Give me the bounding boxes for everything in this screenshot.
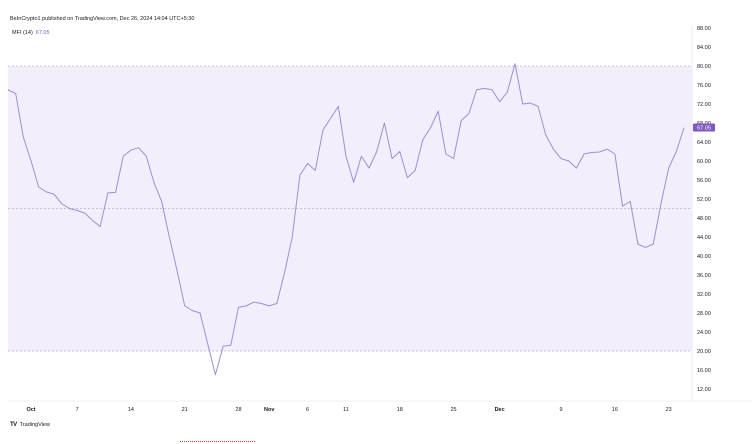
y-tick-label: 28.00 <box>697 311 711 317</box>
mfi-series-line <box>7 63 685 376</box>
x-tick-label: 14 <box>128 407 134 413</box>
x-tick-label: 18 <box>397 407 403 413</box>
footer[interactable]: TV TradingView <box>10 422 50 428</box>
last-value-label: 67.05 <box>697 126 711 132</box>
x-tick-label: Oct <box>26 407 35 413</box>
x-tick-label: 9 <box>560 407 563 413</box>
y-tick-label: 24.00 <box>697 330 711 336</box>
y-tick-label: 60.00 <box>697 159 711 165</box>
indicator-legend[interactable]: MFI (14) 67.05 <box>12 30 50 36</box>
y-tick-label: 32.00 <box>697 292 711 298</box>
indicator-name: MFI (14) <box>12 30 33 36</box>
x-tick-label: 23 <box>666 407 672 413</box>
x-axis[interactable]: Oct 7 14 21 28 Nov 6 11 18 25 Dec 9 16 23 <box>26 407 671 413</box>
y-tick-label: 76.00 <box>697 83 711 89</box>
tradingview-logo-icon: TV <box>10 422 17 428</box>
y-tick-label: 36.00 <box>697 273 711 279</box>
x-tick-label: 28 <box>235 407 241 413</box>
x-tick-label: 6 <box>306 407 309 413</box>
y-tick-label: 40.00 <box>697 254 711 260</box>
x-tick-label: Nov <box>264 407 275 413</box>
y-tick-label: 44.00 <box>697 235 711 241</box>
y-tick-label: 64.00 <box>697 140 711 146</box>
x-tick-label: 21 <box>182 407 188 413</box>
y-tick-label: 16.00 <box>697 368 711 374</box>
y-axis[interactable]: 88.0084.0080.0076.0072.0068.0064.0060.00… <box>697 26 711 393</box>
y-tick-label: 20.00 <box>697 349 711 355</box>
y-tick-label: 72.00 <box>697 102 711 108</box>
publisher-caption: BeInCrypto1 published on TradingView.com… <box>10 16 195 22</box>
y-tick-label: 48.00 <box>697 216 711 222</box>
x-tick-label: Dec <box>495 407 505 413</box>
y-tick-label: 12.00 <box>697 387 711 393</box>
mfi-chart[interactable]: 88.0084.0080.0076.0072.0068.0064.0060.00… <box>0 0 752 420</box>
y-tick-label: 56.00 <box>697 178 711 184</box>
x-tick-label: 16 <box>612 407 618 413</box>
y-tick-label: 52.00 <box>697 197 711 203</box>
tradingview-brand: TradingView <box>19 422 50 428</box>
x-tick-label: 25 <box>450 407 456 413</box>
x-tick-label: 7 <box>76 407 79 413</box>
x-tick-label: 11 <box>343 407 349 413</box>
last-value-badge: 67.05 <box>693 123 715 132</box>
y-tick-label: 88.00 <box>697 26 711 32</box>
indicator-value: 67.05 <box>35 30 50 36</box>
y-tick-label: 84.00 <box>697 45 711 51</box>
dotted-underline <box>180 441 255 443</box>
y-tick-label: 80.00 <box>697 64 711 70</box>
